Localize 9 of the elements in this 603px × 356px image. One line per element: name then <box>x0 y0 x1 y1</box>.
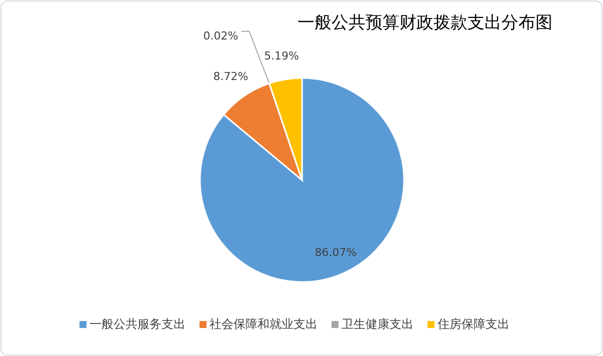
legend-label: 社会保障和就业支出 <box>210 317 318 331</box>
data-label: 0.02% <box>203 29 238 42</box>
legend-label: 卫生健康支出 <box>342 317 414 331</box>
legend-label: 住房保障支出 <box>436 317 510 331</box>
data-label: 86.07% <box>314 246 357 260</box>
data-label: 5.19% <box>264 50 300 63</box>
legend-label: 一般公共服务支出 <box>90 317 186 331</box>
chart-title: 一般公共预算财政拨款支出分布图 <box>298 13 552 33</box>
data-label: 8.72% <box>213 70 248 84</box>
